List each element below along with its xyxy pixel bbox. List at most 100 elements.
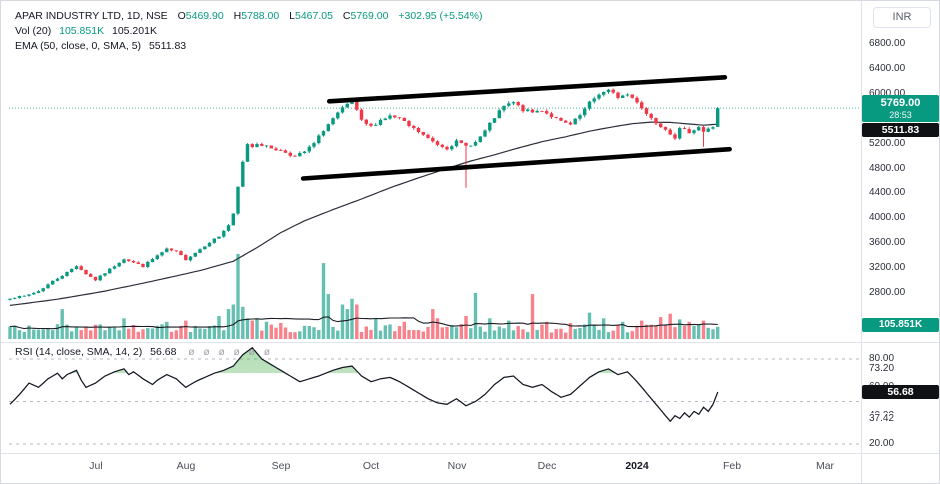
candle [559, 118, 563, 121]
volume-bar [554, 329, 558, 339]
bar-countdown: 28:53 [889, 110, 912, 120]
ema-legend: EMA (50, close, 0, SMA, 5) 5511.83 [15, 40, 186, 52]
candle [450, 146, 454, 150]
volume-bar [22, 332, 26, 339]
candle [445, 146, 449, 150]
volume-bar [654, 325, 658, 339]
volume-bar [169, 331, 174, 339]
volume-bar [260, 330, 264, 339]
candle [312, 143, 316, 147]
candle [355, 101, 359, 110]
rsi-hidden-value-icon: ø [218, 347, 225, 358]
price-tick: 2800.00 [869, 287, 906, 298]
candle [117, 262, 121, 267]
candle [492, 118, 497, 123]
candle [488, 122, 492, 131]
candle [421, 132, 425, 135]
price-tick: 4800.00 [869, 163, 906, 174]
volume-bar [369, 329, 373, 339]
candle [469, 145, 473, 147]
volume-bar [336, 330, 340, 339]
volume-bar [127, 328, 131, 339]
volume-bar [564, 332, 568, 339]
high-value: 5788.00 [241, 10, 280, 22]
volume-bar [687, 321, 691, 340]
volume-ma-value: 105.201K [112, 25, 157, 37]
candle [383, 118, 387, 120]
volume-bar [89, 330, 93, 339]
candle [22, 295, 26, 297]
volume-bar [388, 324, 392, 339]
candle [459, 140, 463, 143]
candle [483, 130, 487, 137]
rsi-tick: 20.00 [869, 438, 895, 449]
volume-bar [549, 332, 554, 339]
volume-bar [535, 329, 539, 339]
candle [136, 262, 140, 264]
candle [326, 124, 330, 132]
candle [60, 276, 64, 279]
candle [89, 274, 93, 277]
candle [307, 146, 311, 152]
volume-bar [378, 330, 383, 339]
volume-bar [150, 328, 155, 339]
candle [649, 113, 653, 119]
candle [331, 118, 335, 125]
candle [682, 128, 687, 129]
volume-bar [573, 328, 577, 339]
candle [697, 127, 701, 131]
currency-button[interactable]: INR [873, 7, 931, 28]
candle [378, 119, 383, 125]
volume-bar [51, 330, 55, 339]
time-label: Jul [89, 460, 103, 472]
candle [41, 288, 45, 292]
trendline-lower[interactable] [300, 146, 732, 181]
candle [402, 117, 406, 121]
candle [188, 256, 193, 261]
candle [55, 278, 60, 281]
volume-bar [17, 330, 22, 339]
open-label: O [177, 10, 186, 22]
volume-bar [222, 330, 226, 339]
candle [359, 109, 364, 120]
candle [127, 259, 131, 261]
candle [336, 112, 340, 119]
candle [511, 102, 516, 104]
rsi-line[interactable] [9, 346, 719, 423]
volume-bar [526, 332, 530, 339]
price-tick: 4000.00 [869, 212, 906, 223]
candle [17, 296, 22, 298]
volume-bar [288, 332, 292, 339]
volume-bar [393, 331, 397, 339]
volume-bar [578, 328, 582, 339]
trendline-upper[interactable] [326, 75, 728, 104]
candle [407, 121, 411, 126]
candle [369, 123, 373, 126]
volume-bar [706, 327, 710, 339]
candles-series[interactable] [8, 88, 720, 301]
volume-bar [155, 325, 159, 339]
rsi-value-badge: 56.68 [862, 385, 939, 399]
volume-badge: 105.851K [862, 318, 939, 332]
candle [46, 284, 50, 289]
volume-bar [374, 318, 378, 339]
last-price-badge: 5769.00 28:53 [862, 95, 939, 122]
volume-bar [473, 293, 478, 339]
volume-bar [55, 324, 60, 339]
time-label: Feb [722, 460, 742, 472]
ema-line[interactable] [9, 121, 718, 306]
volume-bar [298, 331, 302, 339]
candle [578, 115, 582, 119]
candle [51, 280, 55, 285]
rsi-value: 56.68 [150, 346, 177, 358]
volume-bar [255, 319, 259, 339]
candle [388, 115, 392, 119]
price-tick: 3600.00 [869, 237, 906, 248]
candle [611, 89, 615, 93]
pane-separator-price-rsi[interactable] [1, 342, 939, 343]
candle [70, 269, 74, 272]
time-label: Nov [447, 460, 467, 472]
